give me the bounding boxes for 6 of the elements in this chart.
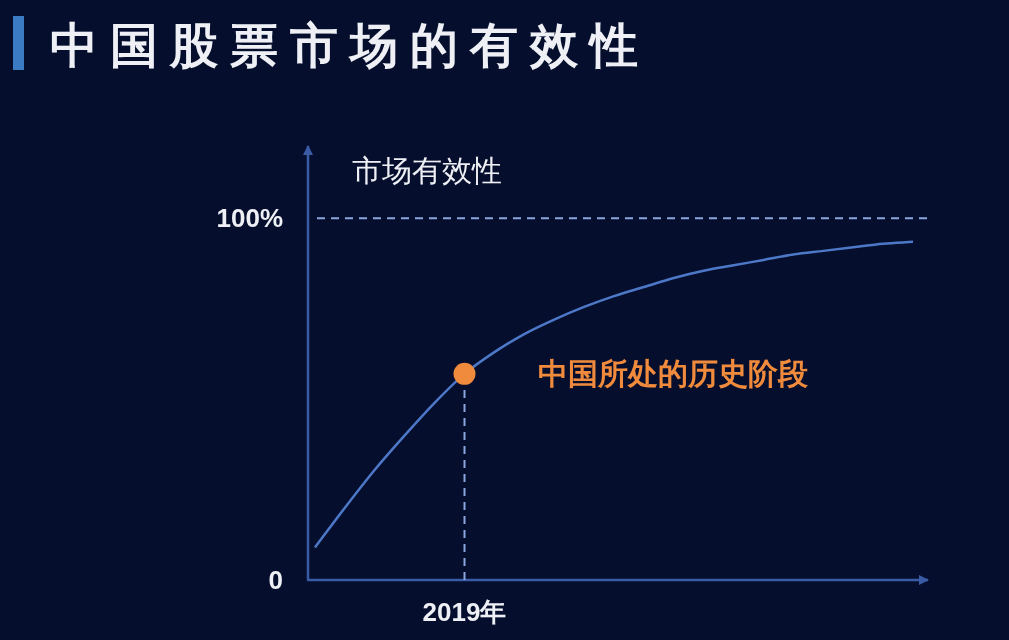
y-tick-label: 0 xyxy=(268,565,283,595)
y-tick-label: 100% xyxy=(216,203,283,234)
x-tick-label: 2019年 xyxy=(422,597,507,627)
title: 中国股票市场的有效性 xyxy=(50,18,650,72)
series-name: 中国所处的历史阶段 xyxy=(537,357,808,391)
y-axis-title: 市场有效性 xyxy=(352,153,502,187)
